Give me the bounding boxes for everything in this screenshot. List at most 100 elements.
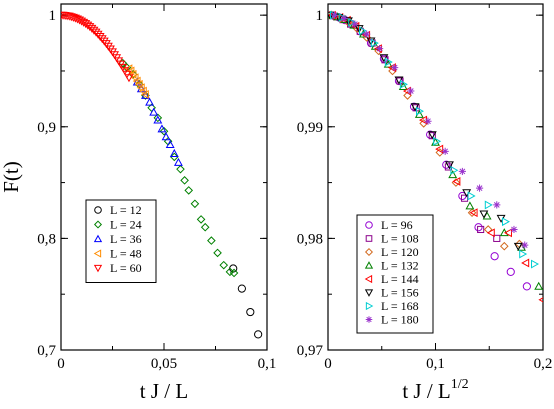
legend-entry: L = 24 xyxy=(93,218,142,232)
data-point xyxy=(486,228,495,238)
data-point xyxy=(153,115,163,124)
data-point xyxy=(510,225,518,234)
data-point xyxy=(140,89,149,99)
data-point xyxy=(329,10,339,20)
y-tick-label: 0,8 xyxy=(37,231,56,247)
data-point xyxy=(89,26,99,35)
x-axis-label: t J / L xyxy=(140,379,188,403)
data-point xyxy=(458,167,466,176)
legend-marker xyxy=(365,221,373,229)
x-axis-label: t J / L1/2 xyxy=(402,377,468,403)
data-point xyxy=(229,268,239,278)
legend-label: L = 48 xyxy=(110,247,142,261)
y-tick-label: 1 xyxy=(316,8,324,24)
data-point xyxy=(479,210,489,219)
data-point xyxy=(460,194,469,202)
data-points xyxy=(328,10,543,303)
data-point xyxy=(165,140,175,149)
series-l180 xyxy=(330,11,529,249)
legend-marker xyxy=(94,206,102,214)
data-point xyxy=(366,37,376,46)
data-point xyxy=(132,76,141,86)
data-point xyxy=(176,164,185,174)
data-point xyxy=(407,87,415,95)
data-point xyxy=(475,184,484,192)
data-point xyxy=(484,200,493,210)
data-points xyxy=(61,11,263,339)
legend-entry: L = 108 xyxy=(365,232,419,246)
legend-label: L = 132 xyxy=(381,259,419,273)
data-point xyxy=(169,148,179,157)
data-point xyxy=(448,170,458,179)
y-tick-label: 0,97 xyxy=(297,343,324,359)
data-point xyxy=(363,30,371,38)
legend-label: L = 144 xyxy=(381,272,419,286)
data-point xyxy=(379,54,389,63)
data-point xyxy=(394,76,404,85)
data-point xyxy=(427,131,437,140)
data-point xyxy=(410,103,420,112)
data-point xyxy=(506,267,515,276)
y-tick-label: 0,98 xyxy=(297,231,323,247)
data-point xyxy=(99,37,109,46)
x-tick-label: 0,1 xyxy=(258,356,277,372)
data-point xyxy=(467,191,476,201)
data-point xyxy=(173,157,183,166)
data-point xyxy=(534,281,543,290)
y-tick-label: 0,99 xyxy=(297,120,323,136)
data-point xyxy=(190,199,200,209)
data-point xyxy=(157,124,167,133)
legend-label: L = 24 xyxy=(110,218,142,232)
data-point xyxy=(184,186,194,195)
legend-entry: L = 48 xyxy=(93,247,142,261)
legend-entry: L = 12 xyxy=(94,203,142,217)
legend-marker xyxy=(365,301,374,311)
y-axis-label: F(t) xyxy=(0,161,23,193)
legend-marker xyxy=(93,249,102,258)
data-point xyxy=(73,15,82,24)
data-point xyxy=(207,236,216,245)
legend-entry: L = 144 xyxy=(364,272,419,286)
x-axis-label-exponent: 1/2 xyxy=(451,377,469,392)
data-point xyxy=(531,259,540,269)
legend-label: L = 96 xyxy=(381,218,413,232)
data-point xyxy=(237,284,246,293)
legend-label: L = 168 xyxy=(381,299,419,313)
data-point xyxy=(521,258,530,268)
legend-label: L = 108 xyxy=(381,232,419,246)
series-l156 xyxy=(328,11,523,251)
legend-marker xyxy=(93,264,103,273)
legend-marker xyxy=(93,234,103,243)
data-point xyxy=(398,81,408,90)
x-tick-label: 0,1 xyxy=(426,356,445,372)
legend-entry: L = 168 xyxy=(365,299,419,313)
data-point xyxy=(452,177,461,186)
legend-marker xyxy=(364,247,374,257)
legend-label: L = 36 xyxy=(110,232,142,246)
data-point xyxy=(370,38,379,48)
data-point xyxy=(433,136,442,146)
legend-marker xyxy=(365,235,373,242)
data-point xyxy=(219,260,229,270)
data-point xyxy=(149,107,159,116)
x-tick-label: 0 xyxy=(57,356,65,372)
data-point xyxy=(538,297,543,303)
legend-marker xyxy=(365,316,373,323)
data-point xyxy=(95,32,105,41)
y-tick-label: 0,9 xyxy=(37,120,56,136)
legend-box xyxy=(356,214,434,334)
legend-label: L = 60 xyxy=(110,261,142,275)
data-point xyxy=(87,24,97,33)
x-tick-label: 0 xyxy=(324,356,332,372)
data-point xyxy=(93,30,103,39)
legend-marker xyxy=(364,261,374,269)
legend-label: L = 156 xyxy=(381,286,419,300)
y-tick-label: 1 xyxy=(49,8,57,24)
data-point xyxy=(354,25,364,34)
data-point xyxy=(513,242,523,251)
data-point xyxy=(134,79,143,89)
data-point xyxy=(445,161,454,170)
y-tick-label: 0,7 xyxy=(37,343,56,359)
